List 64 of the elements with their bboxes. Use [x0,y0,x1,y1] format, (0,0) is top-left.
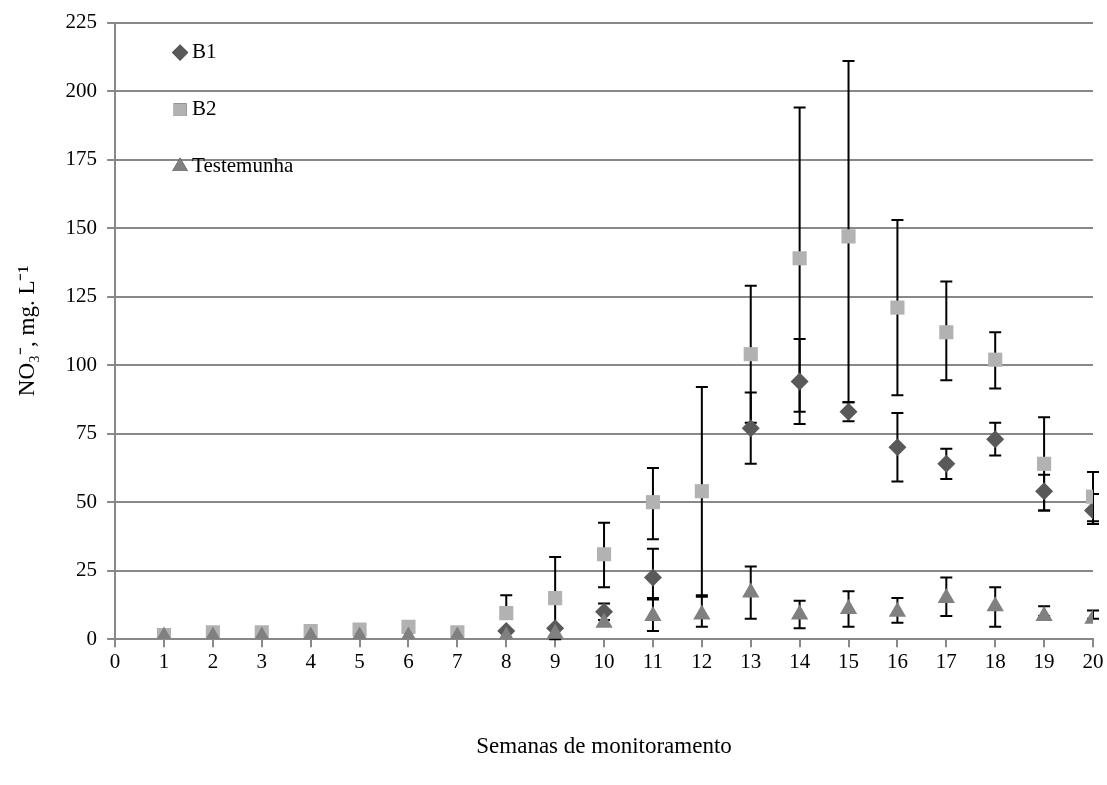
y-tick-label: 125 [65,283,98,308]
x-tick-label: 3 [256,649,268,674]
point [644,605,662,621]
point [986,596,1004,612]
y-axis-title: NO₃⁻, mg. L⁻¹ [13,265,39,397]
point [888,438,907,457]
x-tick-label: 11 [642,649,664,674]
x-tick-label: 2 [207,649,219,674]
x-tick-label: 5 [354,649,365,674]
y-tick-label: 225 [65,9,98,34]
x-tick-label: 6 [403,649,414,674]
point [890,300,905,315]
point [546,623,564,639]
x-tick-label: 0 [109,649,121,674]
x-tick-label: 14 [789,649,811,674]
point [1035,605,1053,621]
x-tick-label: 9 [549,649,561,674]
point [937,588,955,604]
point [790,604,809,620]
x-tick-label: 16 [886,649,908,674]
point [1035,482,1054,501]
x-tick-label: 19 [1033,649,1055,674]
point [693,604,711,620]
x-tick-label: 8 [501,649,512,674]
point [742,582,760,598]
y-tick-label: 150 [65,214,98,239]
point [841,229,856,244]
point [988,352,1003,367]
x-tick-label: 17 [935,649,957,674]
x-tick-label: 7 [452,649,463,674]
x-tick-label: 20 [1082,649,1104,674]
legend-label: B1 [192,39,217,64]
point [939,325,954,340]
point [643,568,662,587]
y-tick-label: 100 [65,351,98,376]
point [743,347,758,362]
point [790,372,809,391]
x-tick-label: 10 [593,649,615,674]
x-tick-label: 12 [691,649,713,674]
legend-label: B2 [192,96,217,121]
point [792,251,807,266]
point [596,547,612,562]
point [986,430,1005,449]
y-tick-label: 50 [76,488,98,513]
point [595,612,613,628]
point [645,495,661,510]
x-tick-label: 4 [305,649,317,674]
point [937,454,956,473]
point [888,601,907,617]
point [839,599,858,615]
y-tick-label: 175 [65,146,98,171]
y-tick-label: 75 [76,420,98,445]
point [741,419,760,438]
point [694,484,709,499]
x-axis-title: Semanas de monitoramento [476,733,732,759]
x-tick-label: 15 [838,649,860,674]
x-tick-label: 1 [158,649,170,674]
x-tick-label: 18 [984,649,1006,674]
y-tick-label: 200 [65,77,98,102]
y-tick-label: 0 [86,625,98,650]
x-tick-label: 13 [740,649,762,674]
legend-label: Testemunha [192,153,294,178]
y-tick-label: 25 [76,557,98,582]
point [1037,456,1052,471]
